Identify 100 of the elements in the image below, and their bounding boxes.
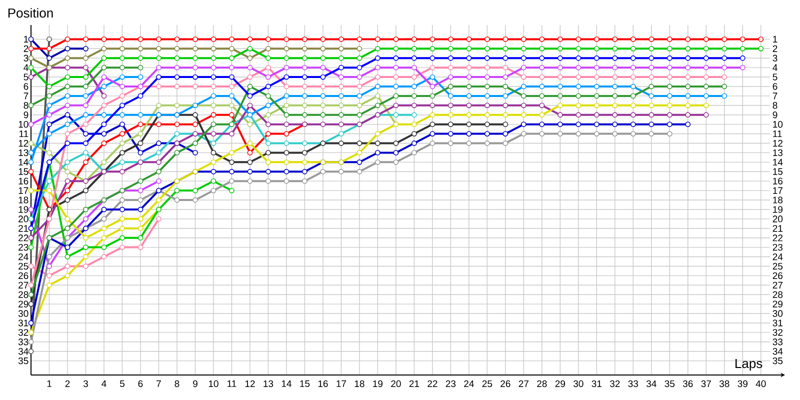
point	[120, 102, 125, 108]
point	[520, 55, 526, 61]
point	[502, 64, 508, 70]
y-tick-label: 35	[18, 357, 28, 364]
point	[174, 102, 180, 108]
point	[356, 74, 362, 80]
point	[630, 64, 636, 70]
point	[666, 112, 672, 118]
point	[101, 74, 107, 80]
point	[210, 178, 216, 184]
point	[722, 55, 728, 61]
point	[101, 235, 107, 241]
point	[46, 36, 52, 42]
point	[138, 150, 144, 156]
y2-tick-label: 16	[773, 178, 783, 184]
point	[539, 55, 545, 61]
point	[666, 46, 672, 52]
point	[83, 102, 88, 108]
point	[411, 140, 417, 146]
point	[448, 84, 454, 90]
point	[520, 102, 526, 108]
y-tick-label: 32	[18, 329, 28, 336]
point	[210, 112, 216, 118]
point	[722, 36, 728, 42]
point	[576, 46, 582, 52]
point	[120, 206, 125, 212]
point	[374, 159, 380, 165]
point	[356, 159, 362, 165]
point	[138, 74, 144, 80]
point	[539, 102, 545, 108]
point	[411, 122, 417, 128]
point	[594, 46, 600, 52]
point	[120, 122, 125, 128]
point	[576, 102, 582, 108]
point	[594, 93, 600, 99]
point	[393, 36, 399, 42]
point	[648, 46, 654, 52]
point	[192, 74, 198, 80]
y2-tick-label: 24	[772, 253, 783, 260]
point	[430, 102, 436, 108]
point	[120, 64, 125, 70]
point	[247, 36, 253, 42]
point	[338, 74, 344, 80]
point	[430, 131, 436, 136]
point	[284, 36, 290, 42]
point	[703, 64, 709, 70]
point	[64, 46, 70, 52]
point	[466, 84, 472, 90]
point	[266, 55, 271, 61]
point	[411, 55, 417, 61]
point	[557, 46, 563, 52]
point	[64, 168, 70, 174]
point	[156, 64, 162, 70]
point	[120, 150, 125, 156]
point	[210, 140, 216, 146]
point	[666, 122, 672, 128]
y-tick-label: 6	[24, 83, 28, 90]
point	[192, 84, 198, 90]
y2-tick-label: 12	[773, 140, 782, 147]
point	[120, 216, 125, 222]
point	[320, 46, 326, 52]
point	[338, 36, 344, 42]
point	[247, 55, 253, 61]
y-tick-label: 2	[24, 45, 28, 52]
point	[229, 131, 234, 136]
point	[612, 64, 618, 70]
point	[156, 122, 162, 128]
x-tick-label: 40	[756, 380, 766, 388]
y2-tick-label: 3	[772, 54, 778, 62]
point	[612, 46, 618, 52]
point	[266, 140, 271, 146]
point	[612, 84, 618, 90]
point	[466, 36, 472, 42]
point	[758, 36, 764, 42]
point	[448, 102, 454, 108]
y-tick-label: 30	[18, 310, 28, 317]
y-tick-label: 28	[18, 291, 28, 298]
point	[46, 122, 52, 128]
x-tick-label: 27	[518, 380, 528, 388]
point	[120, 74, 125, 80]
point	[539, 131, 545, 136]
point	[83, 131, 88, 136]
point	[64, 254, 70, 260]
point	[229, 102, 234, 108]
point	[576, 131, 582, 136]
point	[722, 46, 728, 52]
point	[83, 112, 88, 118]
point	[46, 264, 52, 269]
point	[612, 93, 618, 99]
point	[520, 93, 526, 99]
point	[138, 112, 144, 118]
y2-tick-label: 2	[772, 45, 778, 52]
point	[630, 55, 636, 61]
point	[302, 150, 308, 156]
point	[28, 140, 34, 146]
x-tick-label: 6	[138, 380, 143, 388]
point	[539, 112, 545, 118]
x-tick-label: 28	[537, 380, 547, 388]
point	[466, 64, 472, 70]
point	[594, 131, 600, 136]
